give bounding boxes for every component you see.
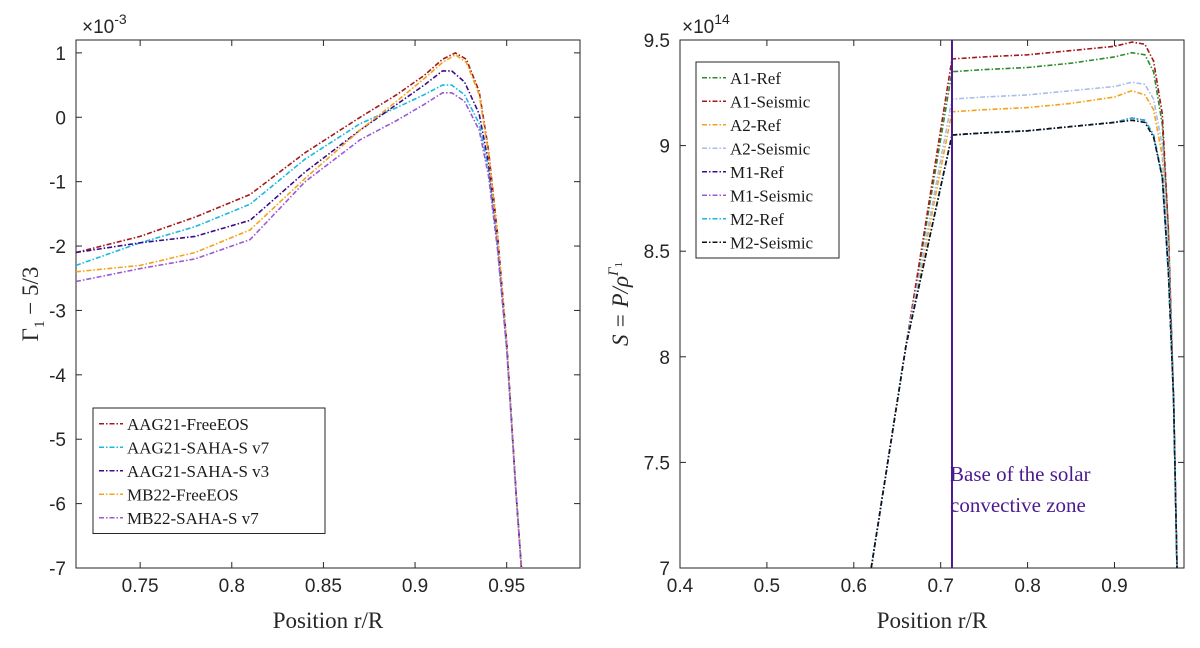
series-line-mb22-freeeos xyxy=(76,54,523,568)
legend-entry: A1-Seismic xyxy=(730,92,811,111)
series-line-a2-seismic xyxy=(870,81,1178,568)
legend-entry: M1-Seismic xyxy=(730,186,814,205)
x-tick-label: 0.85 xyxy=(305,576,342,597)
legend-entry: A2-Seismic xyxy=(730,139,811,158)
left-panel: 0.75 0.8 0.85 0.9 0.95 1 0 -1 -2 -3 -4 -5 -6 -7 AAG21… xyxy=(18,11,581,633)
y-tick-label: 8.5 xyxy=(644,242,670,263)
x-tick-label: 0.7 xyxy=(927,576,953,597)
left-series xyxy=(76,52,523,568)
series-line-m2-seismic xyxy=(870,119,1178,568)
series-line-a2-ref xyxy=(870,89,1178,568)
legend-entry: AAG21-FreeEOS xyxy=(127,415,249,434)
left-x-axis-label: Position r/R xyxy=(273,608,384,633)
y-tick-label: -3 xyxy=(49,301,66,322)
series-line-aag21-saha-s-v7 xyxy=(76,84,523,568)
legend-entry: AAG21-SAHA-S v3 xyxy=(127,462,269,481)
y-tick-label: -7 xyxy=(49,559,66,580)
convective-zone-annotation-line2: convective zone xyxy=(950,493,1086,517)
x-tick-label: 0.6 xyxy=(841,576,867,597)
x-tick-label: 0.8 xyxy=(219,576,245,597)
right-x-axis-label: Position r/R xyxy=(877,608,988,633)
right-panel: 0.4 0.5 0.6 0.7 0.8 0.99.598.587.57 A1-RefA1-… xyxy=(606,11,1185,633)
y-tick-label: 9.5 xyxy=(644,31,670,52)
x-tick-label: 0.75 xyxy=(122,576,159,597)
series-line-mb22-saha-s-v7 xyxy=(76,92,523,568)
right-ticks: 0.4 0.5 0.6 0.7 0.8 0.9 9.5 9 8.5 8 7.5 7 xyxy=(644,31,1184,597)
x-tick-label: 0.95 xyxy=(488,576,525,597)
legend-entry: M2-Ref xyxy=(730,210,784,229)
legend-entry: M2-Seismic xyxy=(730,233,814,252)
y-tick-label: 1 xyxy=(55,44,66,65)
right-y-axis-label: S = P/ρΓ1 xyxy=(606,262,633,346)
y-tick-label: 7 xyxy=(659,559,670,580)
x-tick-label: 0.9 xyxy=(402,576,428,597)
series-line-m2-ref xyxy=(870,117,1178,568)
series-line-a1-seismic xyxy=(870,41,1178,568)
left-ticks: 0.75 0.8 0.85 0.9 0.95 1 0 -1 -2 -3 -4 -5 -6 -7 xyxy=(49,40,580,597)
left-legend: AAG21-FreeEOS AAG21-SAHA-S v7 AAG21-SAHA-S… xyxy=(92,407,326,534)
x-tick-label: 0.9 xyxy=(1101,576,1127,597)
y-tick-label: 8 xyxy=(659,348,670,369)
legend-entry: MB22-SAHA-S v7 xyxy=(127,509,259,528)
y-tick-label: 0 xyxy=(55,108,66,129)
x-tick-label: 0.8 xyxy=(1014,576,1040,597)
legend-entry: A2-Ref xyxy=(730,116,781,135)
y-tick-label: -4 xyxy=(49,366,66,387)
x-tick-label: 0.5 xyxy=(754,576,780,597)
y-tick-label: 9 xyxy=(659,137,670,158)
right-legend: A1-Ref A1-Seismic A2-Ref A2-Seismic M1-Ref M1… xyxy=(695,61,840,259)
convective-zone-annotation-line1: Base of the solar xyxy=(950,462,1091,486)
y-tick-label: -5 xyxy=(49,430,66,451)
y-tick-label: -6 xyxy=(49,495,66,516)
left-y-axis-label: Γ1 − 5/3 xyxy=(18,267,48,342)
legend-entry: MB22-FreeEOS xyxy=(127,485,238,504)
right-series xyxy=(870,41,1178,568)
legend-entry: AAG21-SAHA-S v7 xyxy=(127,438,270,457)
y-tick-label: -2 xyxy=(49,237,66,258)
legend-entry: A1-Ref xyxy=(730,69,781,88)
y-tick-label: -1 xyxy=(49,173,66,194)
y-tick-label: 7.5 xyxy=(644,453,670,474)
legend-box xyxy=(92,407,326,534)
legend-box xyxy=(695,61,840,259)
left-y-multiplier: ×10-3 xyxy=(82,11,127,38)
right-y-multiplier: ×1014 xyxy=(682,11,730,38)
series-line-a1-ref xyxy=(870,51,1178,568)
x-tick-label: 0.4 xyxy=(667,576,694,597)
legend-entry: M1-Ref xyxy=(730,163,784,182)
